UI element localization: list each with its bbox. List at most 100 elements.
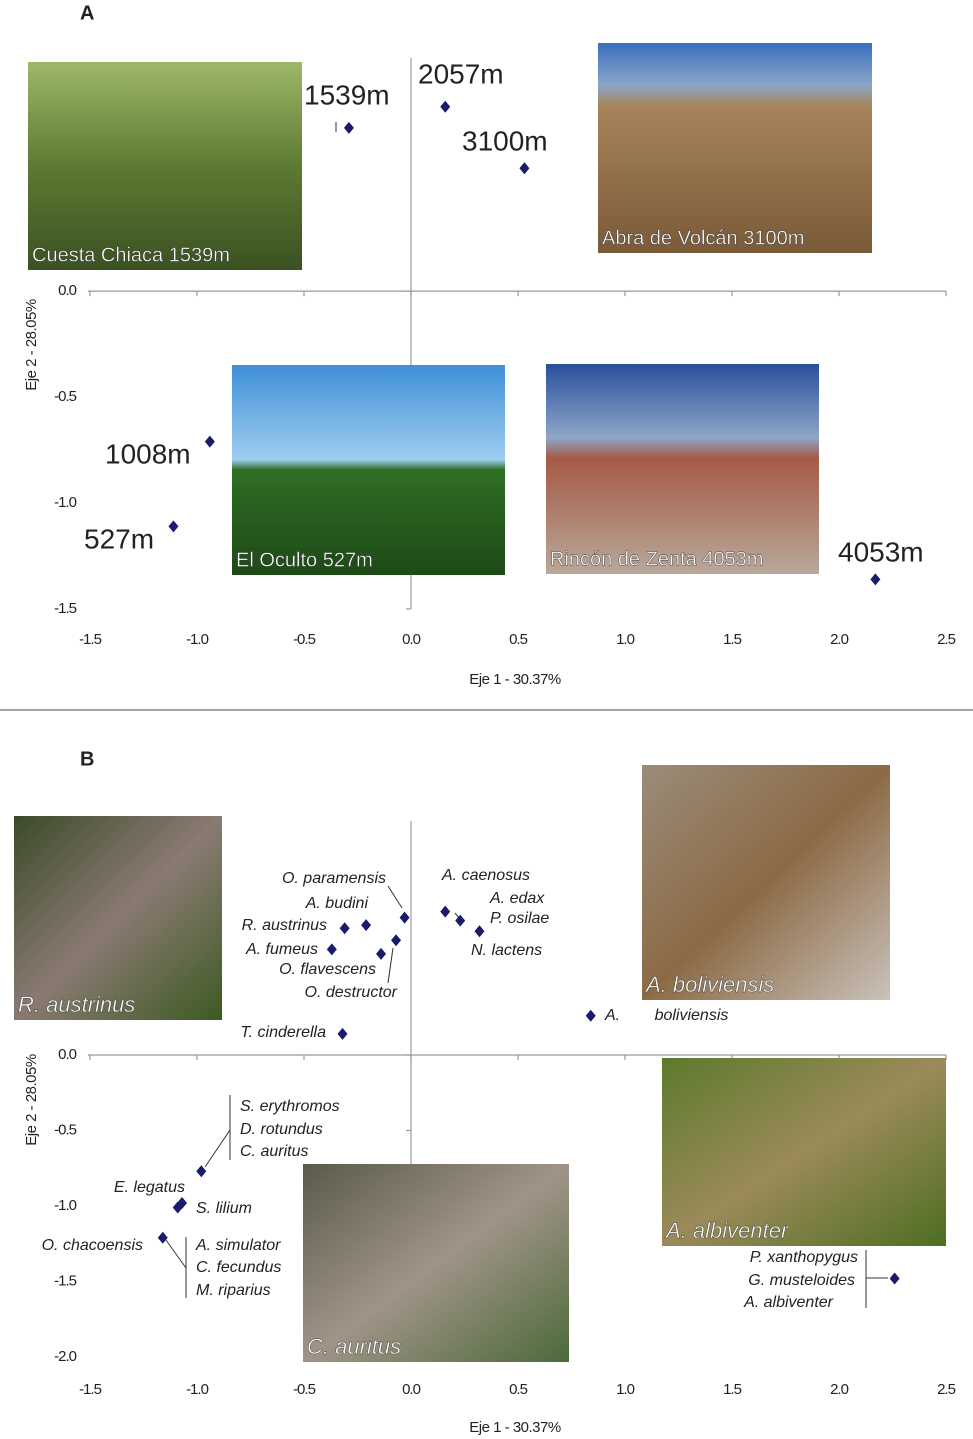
y-tick-label: -1.5 <box>54 1272 77 1289</box>
x-tick-label: 2.0 <box>830 1381 849 1398</box>
photo <box>28 62 302 270</box>
point-label: G. musteloides <box>748 1272 855 1289</box>
leader-line <box>165 1239 187 1269</box>
photo <box>598 43 872 253</box>
point-label: O. flavescens <box>279 961 376 978</box>
data-point <box>455 914 466 927</box>
point-label: E. legatus <box>114 1179 185 1196</box>
data-point <box>361 919 372 932</box>
point-label: A. caenosus <box>441 867 530 884</box>
data-point <box>326 943 337 956</box>
data-point <box>177 1196 188 1209</box>
point-label: 2057m <box>418 58 504 89</box>
photo-caption: R. austrinus <box>18 992 135 1017</box>
leader-line <box>387 947 394 984</box>
x-tick-label: -1.5 <box>79 631 102 648</box>
point-label: 1539m <box>304 79 390 110</box>
photo <box>642 765 890 1000</box>
x-tick-label: 0.0 <box>402 1381 421 1398</box>
point-label: 527m <box>84 523 154 554</box>
point-label: A. albiventer <box>743 1294 834 1311</box>
photo <box>14 816 222 1020</box>
x-tick-label: 1.5 <box>723 631 742 648</box>
y-tick-label: -1.5 <box>54 600 77 617</box>
x-tick-label: 1.0 <box>616 631 635 648</box>
y-axis-title: Eje 2 - 28.05% <box>23 1054 40 1146</box>
y-tick-label: -1.0 <box>54 494 77 511</box>
point-label: A. fumeus <box>245 941 318 958</box>
photo-caption: Rincón de Zenta 4053m <box>550 548 763 570</box>
photo-caption: C. auritus <box>307 1334 401 1359</box>
data-point <box>168 520 179 533</box>
point-label: 3100m <box>462 125 548 156</box>
point-label: N. lactens <box>471 942 542 959</box>
point-label: S. erythromos <box>240 1098 340 1115</box>
leader-line <box>204 1129 231 1168</box>
data-point <box>343 121 354 134</box>
point-label: O. paramensis <box>282 870 386 887</box>
photo-caption: Cuesta Chiaca 1539m <box>32 244 230 266</box>
data-point <box>889 1272 900 1285</box>
x-tick-label: 2.5 <box>937 1381 956 1398</box>
x-tick-label: -0.5 <box>293 631 316 648</box>
data-point <box>376 947 387 960</box>
point-label: O. destructor <box>305 984 398 1001</box>
photo <box>662 1058 946 1246</box>
point-label: A. boliviensis <box>604 1007 728 1024</box>
photo-caption: A. albiventer <box>664 1218 790 1243</box>
point-label: 1008m <box>105 438 191 469</box>
point-label: M. riparius <box>196 1282 271 1299</box>
point-label: T. cinderella <box>240 1024 326 1041</box>
x-tick-label: 1.5 <box>723 1381 742 1398</box>
y-tick-label: -1.0 <box>54 1197 77 1214</box>
x-axis-title: Eje 1 - 30.37% <box>469 1419 561 1436</box>
x-tick-label: -0.5 <box>293 1381 316 1398</box>
x-tick-label: 2.5 <box>937 631 956 648</box>
point-label: A. budini <box>305 895 369 912</box>
data-point <box>440 905 451 918</box>
y-tick-label: 0.0 <box>58 1046 77 1063</box>
data-point <box>204 435 215 448</box>
x-tick-label: 0.0 <box>402 631 421 648</box>
point-label: P. xanthopygus <box>750 1249 858 1266</box>
x-tick-label: 0.5 <box>509 631 528 648</box>
y-axis-title: Eje 2 - 28.05% <box>23 299 40 391</box>
label-leaders <box>165 122 888 1308</box>
x-tick-label: -1.5 <box>79 1381 102 1398</box>
point-label: A. simulator <box>195 1237 281 1254</box>
leader-line <box>387 885 403 909</box>
x-tick-label: 2.0 <box>830 631 849 648</box>
point-label: S. lilium <box>196 1200 252 1217</box>
point-label: D. rotundus <box>240 1121 323 1138</box>
panel-letter: A <box>80 2 94 24</box>
point-label: C. auritus <box>240 1143 308 1160</box>
x-tick-label: 0.5 <box>509 1381 528 1398</box>
point-label: O. chacoensis <box>42 1237 143 1254</box>
photo-caption: El Oculto 527m <box>236 549 373 571</box>
y-tick-label: -0.5 <box>54 388 77 405</box>
x-tick-label: -1.0 <box>186 1381 209 1398</box>
photo <box>303 1164 569 1362</box>
data-point <box>870 573 881 586</box>
point-label: P. osilae <box>490 910 549 927</box>
point-label: A. edax <box>489 890 545 907</box>
point-label: C. fecundus <box>196 1259 281 1276</box>
data-point <box>157 1231 168 1244</box>
data-point <box>339 922 350 935</box>
photo <box>546 364 819 574</box>
x-tick-label: 1.0 <box>616 1381 635 1398</box>
point-label: R. austrinus <box>242 917 327 934</box>
data-point <box>196 1165 207 1178</box>
data-point <box>440 100 451 113</box>
data-point <box>474 925 485 938</box>
x-tick-label: -1.0 <box>186 631 209 648</box>
data-point <box>399 911 410 924</box>
data-point <box>585 1009 596 1022</box>
photo <box>232 365 505 575</box>
y-tick-label: 0.0 <box>58 282 77 299</box>
photo-caption: Abra de Volcán 3100m <box>602 227 804 249</box>
panel-letter: B <box>80 748 94 770</box>
y-tick-label: -0.5 <box>54 1121 77 1138</box>
point-label: 4053m <box>838 536 924 567</box>
